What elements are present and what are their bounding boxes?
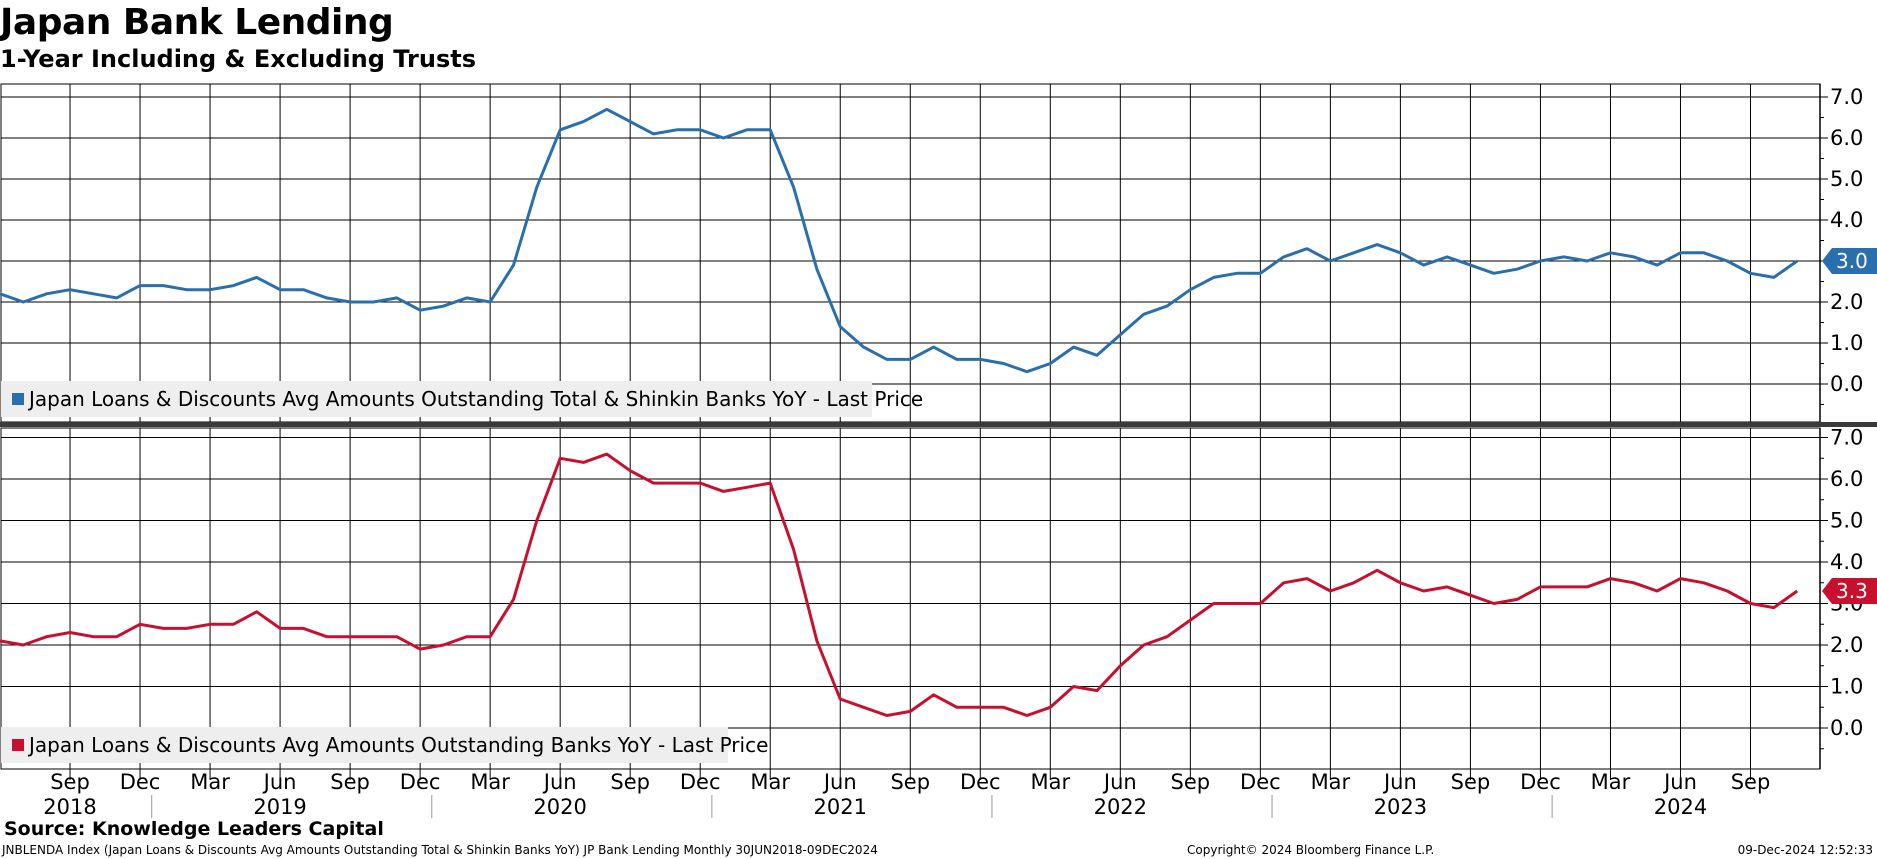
source-note: Source: Knowledge Leaders Capital (4, 818, 384, 840)
x-year-label: 2020 (533, 795, 586, 819)
chart-subtitle: 1-Year Including & Excluding Trusts (0, 45, 476, 73)
x-month-label: Dec (960, 770, 1001, 794)
legend-swatch (12, 393, 24, 405)
y-tick-label: 4.0 (1830, 550, 1863, 574)
x-year-label: 2018 (43, 795, 96, 819)
x-month-label: Dec (1520, 770, 1561, 794)
y-tick-label: 7.0 (1830, 85, 1863, 109)
y-tick-label: 0.0 (1830, 372, 1863, 396)
x-month-label: Dec (1240, 770, 1281, 794)
x-year-label: 2021 (814, 795, 867, 819)
footer-timestamp: 09-Dec-2024 12:52:33 (1737, 843, 1873, 857)
x-month-label: Jun (1102, 770, 1137, 794)
x-month-label: Jun (542, 770, 577, 794)
x-month-label: Sep (1171, 770, 1211, 794)
y-tick-label: 1.0 (1830, 675, 1863, 699)
y-tick-label: 1.0 (1830, 331, 1863, 355)
series-line-1 (0, 107, 1799, 374)
y-tick-label: 6.0 (1830, 126, 1863, 150)
x-month-label: Sep (610, 770, 650, 794)
y-tick-label: 0.0 (1830, 716, 1863, 740)
x-month-label: Sep (50, 770, 90, 794)
x-month-label: Mar (470, 770, 510, 794)
x-month-label: Jun (1382, 770, 1417, 794)
legend-label: Japan Loans & Discounts Avg Amounts Outs… (27, 387, 923, 411)
x-month-label: Sep (1451, 770, 1491, 794)
x-month-label: Mar (1030, 770, 1070, 794)
x-month-label: Mar (1591, 770, 1631, 794)
legend-box (1, 727, 728, 763)
y-tick-label: 7.0 (1830, 426, 1863, 450)
x-year-label: 2022 (1094, 795, 1147, 819)
legend-label: Japan Loans & Discounts Avg Amounts Outs… (27, 733, 768, 757)
x-month-label: Sep (1731, 770, 1771, 794)
last-value-tag (1822, 248, 1877, 274)
x-month-label: Mar (190, 770, 230, 794)
panel-separator (0, 422, 1877, 427)
x-month-label: Jun (822, 770, 857, 794)
chart-title: Japan Bank Lending (0, 2, 394, 43)
x-month-label: Dec (680, 770, 721, 794)
x-month-label: Sep (890, 770, 930, 794)
last-value-tag (1822, 578, 1877, 605)
x-month-label: Dec (400, 770, 441, 794)
x-month-label: Mar (750, 770, 790, 794)
x-month-label: Sep (330, 770, 370, 794)
legend-box (1, 381, 872, 417)
y-tick-label: 4.0 (1830, 208, 1863, 232)
last-value-label: 3.0 (1836, 249, 1868, 273)
y-tick-label: 6.0 (1830, 467, 1863, 491)
series-line-2 (0, 452, 1799, 717)
footer-index-description: JNBLENDA Index (Japan Loans & Discounts … (2, 843, 878, 857)
x-month-label: Jun (1662, 770, 1697, 794)
last-value-label: 3.3 (1836, 579, 1868, 603)
x-month-label: Dec (120, 770, 161, 794)
legend-swatch (12, 739, 24, 751)
x-month-label: Mar (1311, 770, 1351, 794)
y-tick-label: 5.0 (1830, 509, 1863, 533)
y-tick-label: 2.0 (1830, 290, 1863, 314)
x-year-label: 2024 (1654, 795, 1707, 819)
x-year-label: 2019 (253, 795, 306, 819)
footer-copyright: Copyright© 2024 Bloomberg Finance L.P. (1187, 843, 1435, 857)
x-year-label: 2023 (1374, 795, 1427, 819)
y-tick-label: 2.0 (1830, 633, 1863, 657)
y-tick-label: 5.0 (1830, 167, 1863, 191)
x-month-label: Jun (262, 770, 297, 794)
